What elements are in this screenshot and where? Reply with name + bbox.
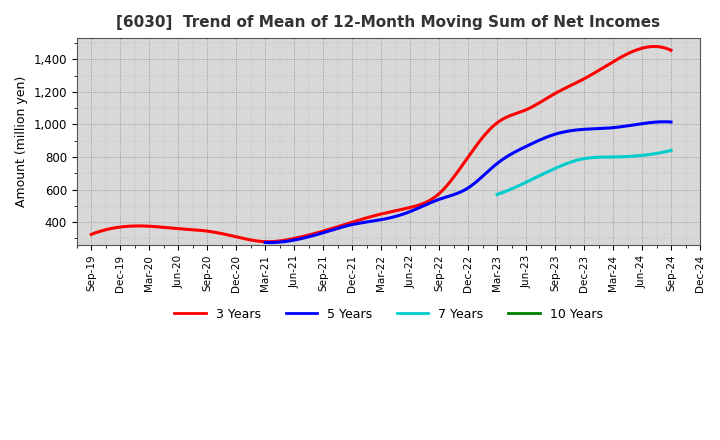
Legend: 3 Years, 5 Years, 7 Years, 10 Years: 3 Years, 5 Years, 7 Years, 10 Years	[169, 303, 608, 326]
Y-axis label: Amount (million yen): Amount (million yen)	[15, 76, 28, 207]
Title: [6030]  Trend of Mean of 12-Month Moving Sum of Net Incomes: [6030] Trend of Mean of 12-Month Moving …	[117, 15, 660, 30]
